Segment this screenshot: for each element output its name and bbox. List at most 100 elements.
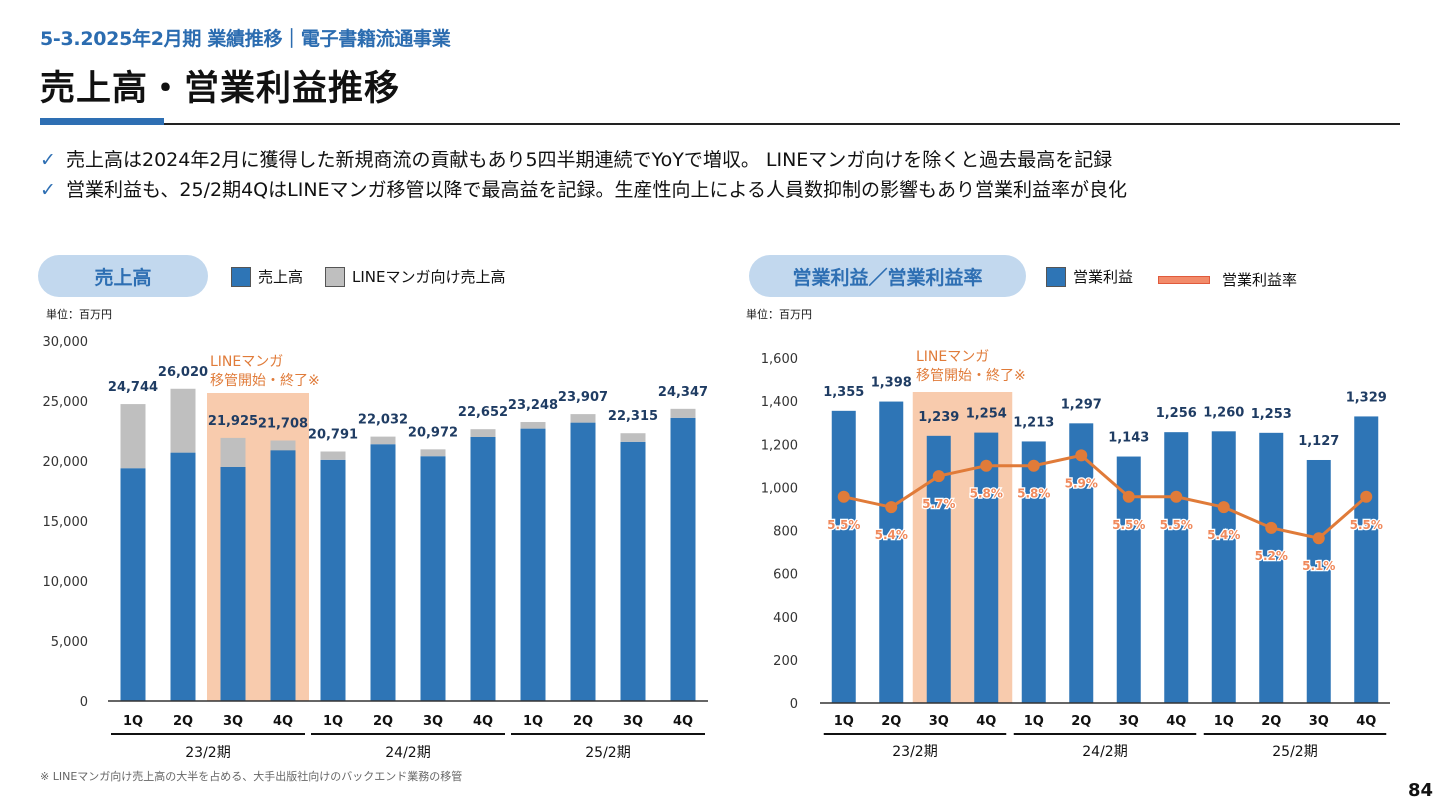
- data-label-total: 24,347: [658, 385, 708, 400]
- y-tick-label: 25,000: [43, 395, 89, 410]
- margin-point: [1217, 501, 1230, 514]
- margin-point: [1075, 449, 1088, 462]
- data-label-total: 22,032: [358, 413, 408, 428]
- data-label-total: 26,020: [158, 365, 208, 380]
- x-tick-label: 3Q: [1119, 714, 1139, 729]
- data-label-total: 23,907: [558, 390, 608, 405]
- legend-label: 営業利益: [1073, 268, 1134, 286]
- margin-point: [1122, 490, 1135, 503]
- title-accent-bar: [40, 118, 164, 125]
- check-icon: ✓: [40, 179, 56, 201]
- bullet-text: 営業利益も、25/2期4QはLINEマンガ移管以降で最高益を記録。生産性向上によ…: [66, 179, 1127, 201]
- bar-operating-profit: [974, 432, 999, 703]
- margin-point: [1027, 459, 1040, 472]
- data-label-operating-profit: 1,355: [823, 385, 864, 400]
- data-label-total: 21,925: [208, 414, 258, 429]
- bar-revenue: [270, 450, 296, 701]
- unit-label: 単位：百万円: [746, 308, 812, 321]
- y-tick-label: 20,000: [43, 455, 89, 470]
- bar-line-revenue: [420, 449, 446, 457]
- bar-line-revenue: [120, 404, 146, 469]
- data-label-operating-profit: 1,213: [1013, 415, 1054, 430]
- y-tick-label: 5,000: [51, 635, 88, 650]
- x-tick-label: 3Q: [223, 714, 243, 729]
- data-label-total: 23,248: [508, 398, 558, 413]
- bar-line-revenue: [170, 388, 196, 453]
- margin-point: [1312, 532, 1325, 545]
- bar-line-revenue: [670, 408, 696, 418]
- y-tick-label: 1,000: [761, 481, 798, 496]
- x-tick-label: 2Q: [1071, 714, 1091, 729]
- group-label: 24/2期: [1082, 744, 1127, 760]
- x-tick-label: 1Q: [323, 714, 343, 729]
- bar-line-revenue: [320, 451, 346, 460]
- x-tick-label: 1Q: [123, 714, 143, 729]
- y-tick-label: 1,400: [761, 395, 798, 410]
- bar-line-revenue: [520, 422, 546, 429]
- margin-point: [1265, 521, 1278, 534]
- title-rule: [40, 123, 1400, 125]
- data-label-total: 21,708: [258, 417, 308, 432]
- revenue-pill-label: 売上高: [38, 255, 208, 297]
- bar-operating-profit: [831, 410, 856, 703]
- x-tick-label: 2Q: [573, 714, 593, 729]
- x-tick-label: 3Q: [623, 714, 643, 729]
- data-label-margin: 5.5%: [1112, 518, 1145, 532]
- x-tick-label: 1Q: [523, 714, 543, 729]
- page-title: 売上高・営業利益推移: [40, 69, 401, 109]
- data-label-margin: 5.1%: [1302, 559, 1335, 573]
- margin-point: [980, 459, 993, 472]
- y-tick-label: 0: [80, 695, 88, 710]
- data-label-margin: 5.5%: [1350, 518, 1383, 532]
- y-tick-label: 400: [773, 611, 798, 626]
- x-tick-label: 4Q: [473, 714, 493, 729]
- margin-point: [1170, 490, 1183, 503]
- data-label-total: 24,744: [108, 380, 158, 395]
- x-tick-label: 2Q: [173, 714, 193, 729]
- x-tick-label: 4Q: [673, 714, 693, 729]
- x-tick-label: 3Q: [1309, 714, 1329, 729]
- data-label-operating-profit: 1,297: [1061, 397, 1102, 412]
- data-label-margin: 5.5%: [1160, 518, 1193, 532]
- group-label: 23/2期: [185, 745, 230, 761]
- bar-revenue: [420, 456, 446, 701]
- x-tick-label: 4Q: [1166, 714, 1186, 729]
- data-label-margin: 5.4%: [1207, 528, 1240, 542]
- y-tick-label: 1,200: [761, 438, 798, 453]
- data-label-margin: 5.9%: [1065, 476, 1098, 490]
- y-tick-label: 15,000: [43, 515, 89, 530]
- bar-revenue: [120, 468, 146, 701]
- data-label-operating-profit: 1,260: [1203, 405, 1244, 420]
- group-label: 24/2期: [385, 745, 430, 761]
- x-tick-label: 2Q: [373, 714, 393, 729]
- data-label-operating-profit: 1,143: [1108, 431, 1149, 446]
- legend-swatch-blue: [231, 266, 251, 287]
- bar-revenue: [370, 444, 396, 701]
- bar-revenue: [620, 441, 646, 701]
- x-tick-label: 4Q: [273, 714, 293, 729]
- y-tick-label: 0: [790, 697, 798, 712]
- legend-swatch-gray: [325, 266, 345, 287]
- operating-profit-pill-label: 営業利益／営業利益率: [749, 255, 1026, 297]
- bar-line-revenue: [570, 414, 596, 423]
- legend-label: 売上高: [258, 268, 304, 286]
- legend-label: 営業利益率: [1222, 271, 1298, 289]
- margin-point: [932, 470, 945, 483]
- bar-revenue: [220, 467, 246, 701]
- highlight-annotation: 移管開始・終了※: [916, 368, 1026, 384]
- bullet-text: 売上高は2024年2月に獲得した新規商流の貢献もあり5四半期連続でYoYで増収。…: [66, 149, 1113, 171]
- legend-margin: 営業利益率: [1158, 269, 1297, 290]
- legend-operating-profit: 営業利益: [1046, 266, 1133, 287]
- data-label-margin: 5.5%: [827, 518, 860, 532]
- x-tick-label: 3Q: [423, 714, 443, 729]
- bar-revenue: [670, 417, 696, 701]
- y-tick-label: 200: [773, 654, 798, 669]
- x-tick-label: 4Q: [976, 714, 996, 729]
- highlight-annotation: LINEマンガ: [916, 349, 989, 365]
- data-label-operating-profit: 1,254: [966, 407, 1007, 422]
- bar-revenue: [470, 437, 496, 701]
- bar-revenue: [320, 459, 346, 701]
- data-label-total: 20,972: [408, 425, 458, 440]
